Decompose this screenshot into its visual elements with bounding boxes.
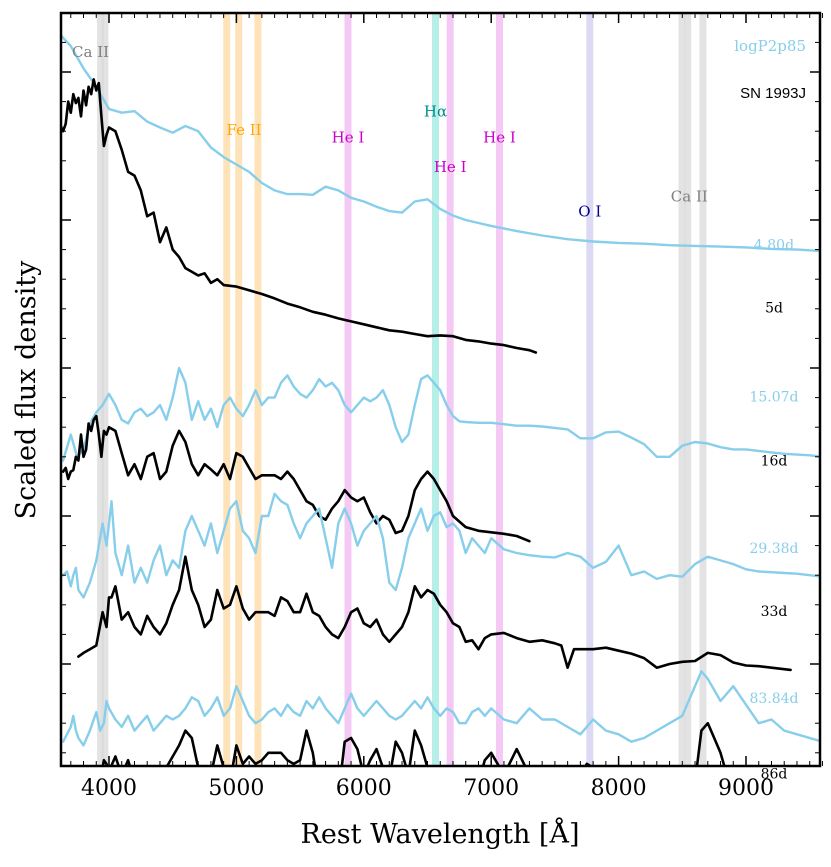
x-tick-label: 4000: [81, 776, 137, 801]
line-band-2-0: [344, 13, 352, 766]
line-band-1-1: [235, 13, 243, 766]
line-band-4-0: [446, 13, 454, 766]
line-band-1-0: [223, 13, 231, 766]
y-axis-title: Scaled flux density: [11, 260, 42, 519]
legend-model-name: logP2p85: [734, 37, 806, 55]
series-line-4: [61, 492, 820, 599]
x-tick-label: 7000: [463, 776, 519, 801]
line-band-0-0: [97, 13, 105, 766]
series-line-5: [77, 555, 792, 672]
line-band-7-1: [684, 13, 692, 766]
epoch-label-2: 15.07d: [749, 389, 798, 405]
line-id-bands: [97, 13, 707, 766]
line-band-0-1: [101, 13, 109, 766]
annotations: Ca II Fe II He I Hα He I He I O I Ca II 4.80d 5d 1…: [72, 37, 806, 783]
epoch-label-6: 83.84d: [749, 691, 798, 707]
x-tick-label: 6000: [336, 776, 392, 801]
epoch-label-0: 4.80d: [754, 238, 794, 254]
axes: 4000 5000 6000 7000 8000 9000: [61, 13, 823, 801]
line-band-6-0: [586, 13, 594, 766]
line-id-label-1: Fe II: [226, 121, 261, 139]
line-band-3-0: [432, 13, 440, 766]
series-line-0: [61, 33, 820, 253]
x-tick-label: 9000: [718, 776, 774, 801]
series-line-2: [61, 366, 820, 462]
series-line-7: [101, 721, 726, 766]
x-tick-label: 8000: [591, 776, 647, 801]
line-band-7-2: [699, 13, 707, 766]
x-tick-label: 5000: [208, 776, 264, 801]
line-id-label-3: Hα: [424, 102, 447, 120]
epoch-label-4: 29.38d: [749, 541, 798, 557]
epoch-label-1: 5d: [765, 301, 783, 317]
series-line-1: [61, 78, 538, 354]
line-band-5-0: [495, 13, 503, 766]
line-band-1-2: [254, 13, 262, 766]
legend-observed-name: SN 1993J: [740, 85, 806, 102]
line-id-label-4: He I: [434, 158, 467, 176]
line-id-label-2: He I: [332, 128, 365, 146]
epoch-label-5: 33d: [761, 604, 788, 620]
line-id-label-6: O I: [578, 202, 601, 220]
epoch-label-3: 16d: [761, 454, 788, 470]
series-line-3: [61, 414, 531, 543]
spectra-series: [61, 33, 820, 766]
line-id-label-7: Ca II: [671, 188, 708, 206]
epoch-label-7: 86d: [761, 767, 788, 783]
line-id-label-0: Ca II: [72, 43, 109, 61]
line-id-label-5: He I: [483, 128, 516, 146]
x-axis-title: Rest Wavelength [Å]: [300, 817, 579, 850]
series-line-6: [61, 670, 820, 747]
line-band-7-0: [678, 13, 686, 766]
